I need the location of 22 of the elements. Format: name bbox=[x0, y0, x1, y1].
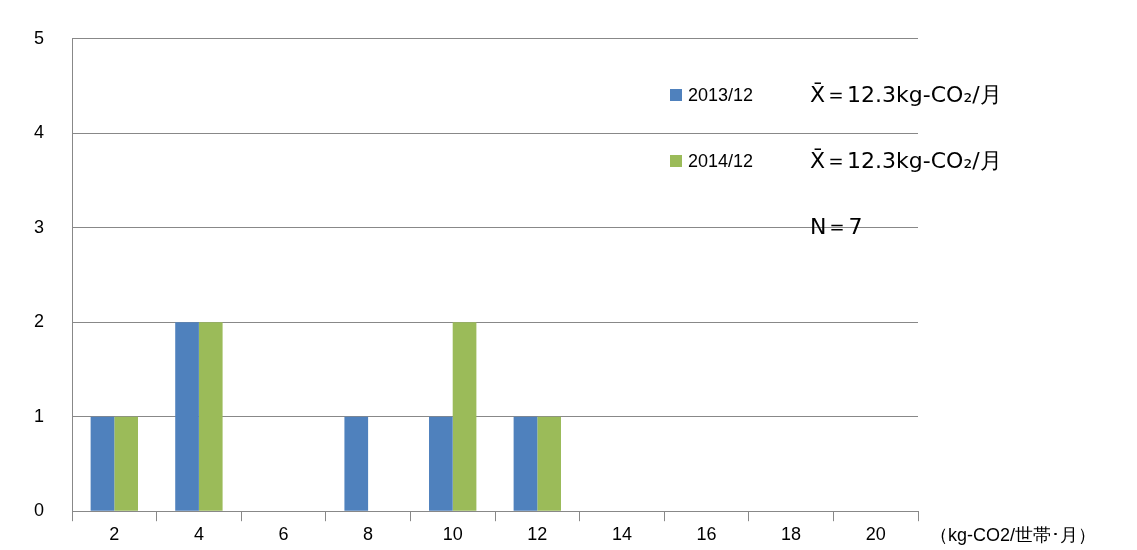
y-tick-label: 2 bbox=[34, 311, 45, 332]
annotation: X̄＝12.3kg-CO₂/月 bbox=[810, 81, 1002, 109]
x-tick-label: 4 bbox=[193, 523, 204, 544]
y-tick-label: 1 bbox=[34, 405, 45, 426]
annotation: X̄＝12.3kg-CO₂/月 bbox=[810, 147, 1002, 175]
x-tick-label: 18 bbox=[781, 523, 802, 544]
x-tick-label: 2 bbox=[109, 523, 120, 544]
x-tick-label: 10 bbox=[442, 523, 463, 544]
x-tick-label: 8 bbox=[363, 523, 374, 544]
annotation: N＝7 bbox=[810, 213, 864, 241]
x-tick-label: 6 bbox=[278, 523, 289, 544]
x-tick-label: 12 bbox=[527, 523, 548, 544]
legend-label: 2014/12 bbox=[688, 150, 754, 172]
x-axis-title: （kg-CO2/世帯･月） bbox=[930, 524, 1097, 547]
y-tick-label: 4 bbox=[34, 122, 45, 143]
x-tick-label: 14 bbox=[611, 523, 632, 544]
x-tick-label: 20 bbox=[865, 523, 886, 544]
y-tick-label: 3 bbox=[34, 216, 45, 237]
y-tick-label: 5 bbox=[34, 27, 45, 48]
x-tick-label: 16 bbox=[696, 523, 717, 544]
legend-label: 2013/12 bbox=[688, 84, 754, 106]
y-tick-label: 0 bbox=[34, 500, 45, 521]
